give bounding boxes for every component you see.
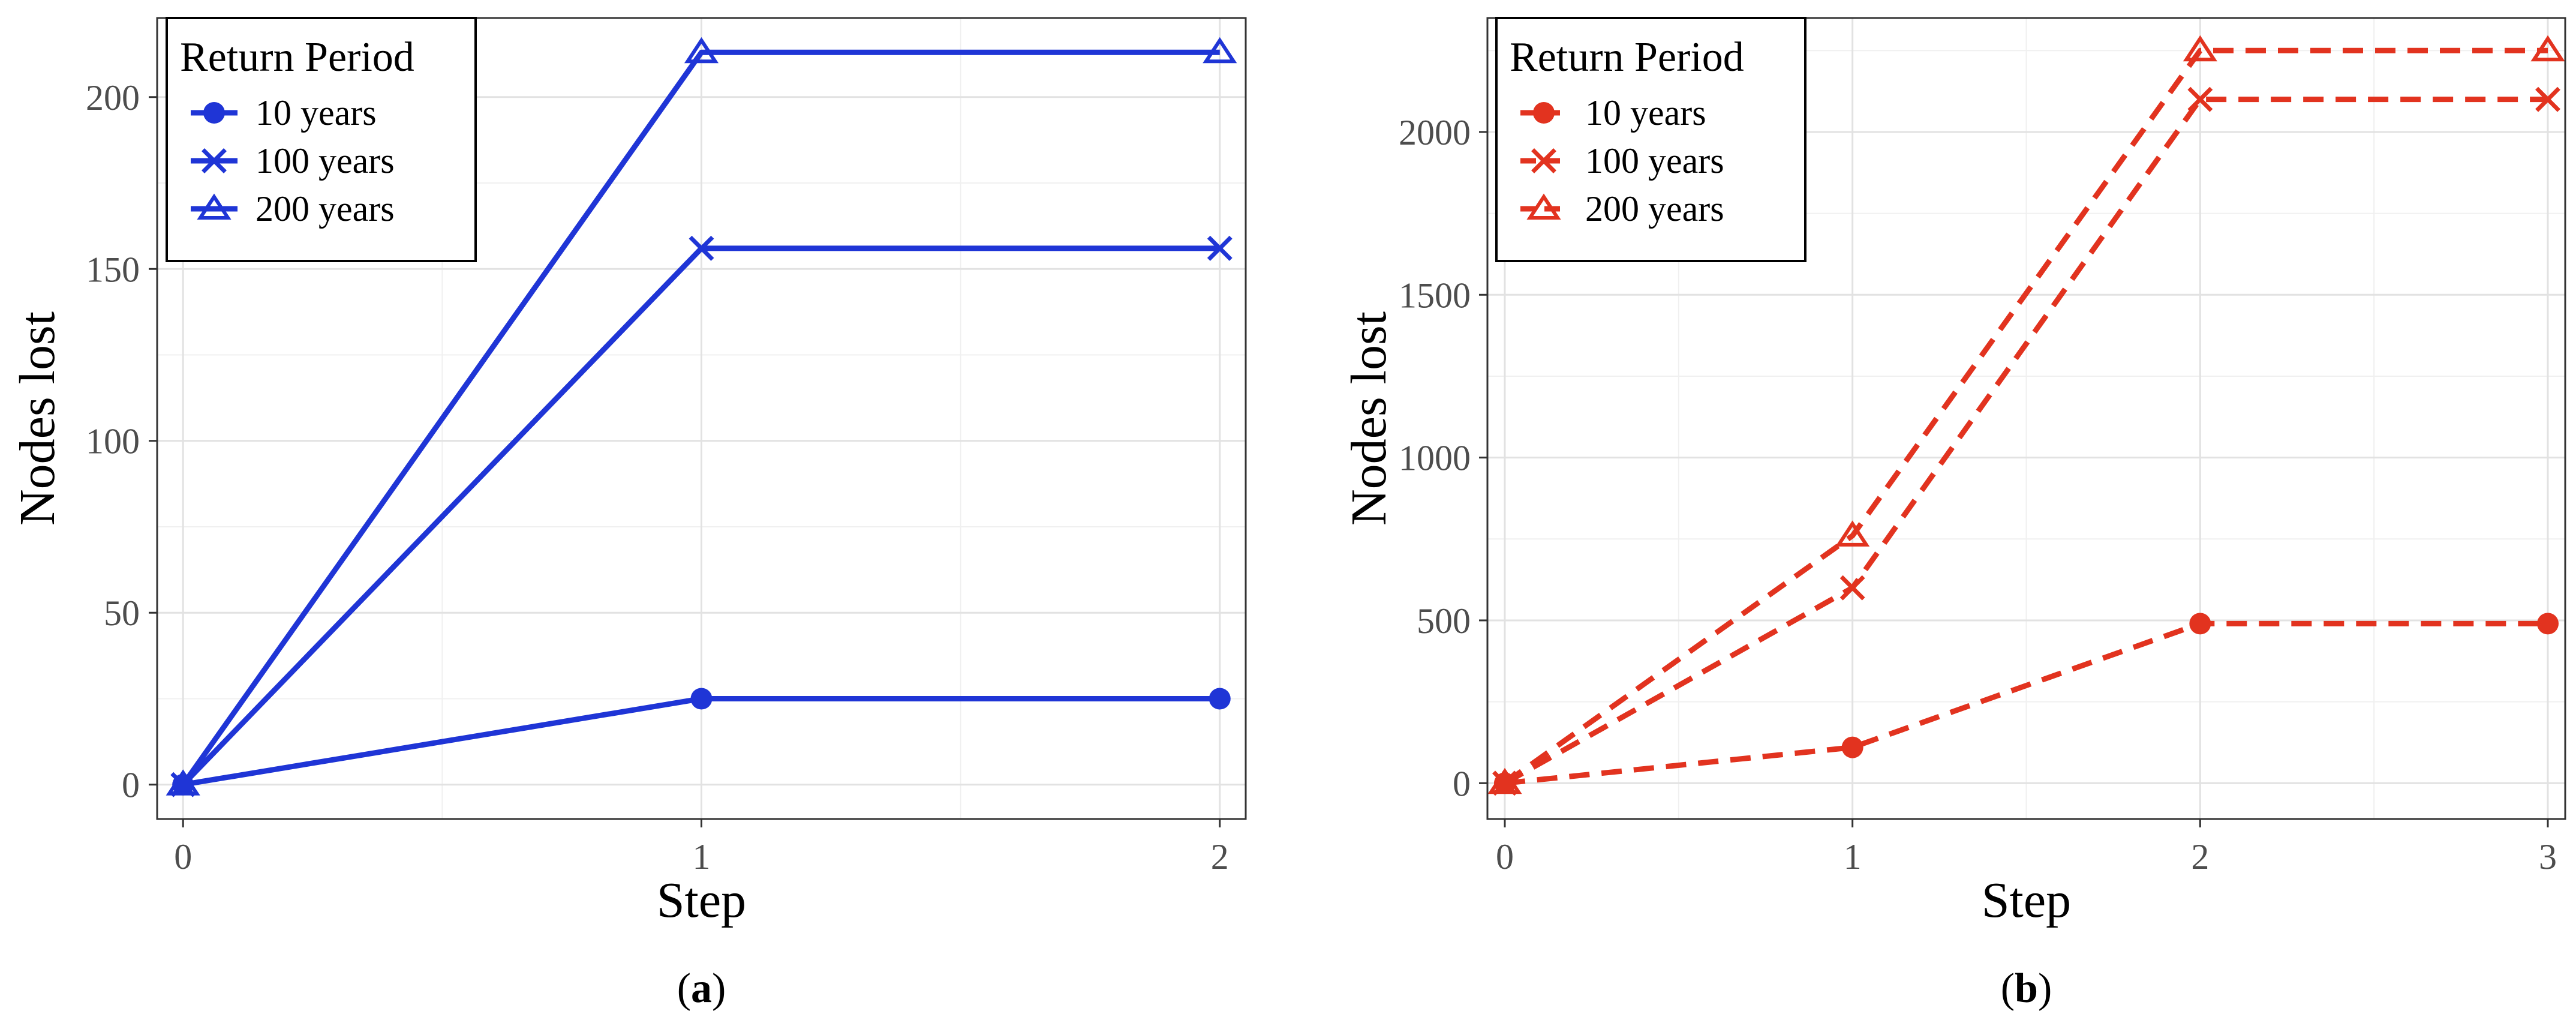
legend: Return Period 10 years 100 years 200 years [166, 17, 477, 262]
x-axis-title: Step [657, 872, 746, 928]
chart-panel-a: 0 1 2 0 50 100 150 200 Step Nodes lost Return Peri… [10, 17, 1247, 1012]
y-axis-title: Nodes lost [1341, 311, 1397, 526]
x-tick-label: 3 [2539, 837, 2557, 877]
legend-label-10-years: 10 years [1585, 93, 1706, 133]
major-grid [157, 18, 1246, 819]
chart-panel-b: 0 1 2 3 0 500 1000 1500 2000 Step Nodes lost Return… [1341, 17, 2566, 1012]
data-point-100-years-1 [1839, 575, 1865, 601]
x-tick-label: 0 [174, 837, 192, 877]
y-tick-label: 150 [86, 250, 140, 289]
series-line-200-years [181, 49, 1220, 787]
x-tick-label: 1 [1844, 837, 1862, 877]
legend-label-200-years: 200 years [1585, 189, 1724, 229]
data-point-10-years-key [1533, 102, 1555, 124]
legend: Return Period 10 years 100 years 200 years [1495, 17, 1806, 262]
x-tick-label: 0 [1496, 837, 1514, 877]
data-point-10-years-2 [2189, 613, 2211, 635]
x-tick-label: 1 [693, 837, 711, 877]
legend-label-200-years: 200 years [256, 189, 395, 229]
y-tick-label: 50 [104, 593, 140, 633]
data-point-200-years-1 [1835, 520, 1870, 547]
legend-title: Return Period [1510, 34, 1744, 80]
series-markers-100-years [170, 235, 1233, 797]
data-point-100-years-1 [689, 235, 714, 261]
panel-label-open: ( [2001, 965, 2015, 1012]
y-tick-label: 1000 [1399, 439, 1471, 478]
panel-label: (b) [2001, 965, 2052, 1012]
legend-label-10-years: 10 years [256, 93, 377, 133]
series-line-200-years [1503, 47, 2548, 785]
series-markers-200-years [166, 37, 1237, 796]
x-tick-label: 2 [1211, 837, 1229, 877]
data-point-200-years-1 [684, 37, 719, 64]
legend-box [166, 17, 477, 262]
data-point-100-years-2 [1207, 235, 1233, 261]
data-point-100-years-0 [170, 772, 196, 797]
series-line-100-years [1503, 97, 2548, 786]
series-markers-200-years [1487, 35, 2565, 794]
data-point-200-years-key [1526, 193, 1561, 220]
legend-label-100-years: 100 years [256, 141, 395, 181]
panel-label: (a) [677, 965, 726, 1012]
data-point-200-years-key [197, 193, 232, 220]
data-point-200-years-0 [1487, 767, 1522, 794]
data-point-10-years-1 [690, 688, 713, 710]
y-tick-label: 1500 [1399, 275, 1471, 315]
y-axis-title: Nodes lost [10, 311, 65, 526]
data-point-200-years-2 [2183, 35, 2217, 62]
data-point-100-years-key [202, 148, 227, 173]
data-point-200-years-2 [1203, 37, 1237, 64]
data-point-200-years-0 [166, 769, 200, 796]
y-tick-label: 200 [86, 78, 140, 118]
legend-label-100-years: 100 years [1585, 141, 1724, 181]
data-point-10-years-3 [2537, 613, 2559, 635]
panel-label-close: ) [712, 965, 726, 1012]
panel-label-letter: b [2015, 965, 2038, 1012]
legend-box [1495, 17, 1806, 262]
y-tick-label: 500 [1417, 601, 1471, 641]
legend-title: Return Period [180, 34, 414, 80]
data-point-200-years-3 [2530, 35, 2565, 62]
data-point-100-years-3 [2535, 86, 2560, 112]
y-tick-label: 0 [122, 766, 140, 805]
panel-label-letter: a [691, 965, 712, 1012]
y-tick-label: 2000 [1399, 113, 1471, 152]
panel-label-open: ( [677, 965, 691, 1012]
series-line-10-years [1504, 620, 2548, 786]
x-tick-label: 2 [2191, 837, 2209, 877]
series-markers-100-years [1492, 86, 2560, 796]
y-tick-label: 100 [86, 422, 140, 461]
data-point-10-years-key [203, 102, 225, 124]
data-point-10-years-2 [1209, 688, 1231, 710]
data-point-100-years-key [1531, 148, 1556, 173]
x-axis-title: Step [1982, 872, 2071, 928]
data-point-10-years-1 [1841, 736, 1863, 758]
y-tick-label: 0 [1453, 764, 1471, 803]
data-point-100-years-0 [1492, 770, 1517, 796]
data-point-100-years-2 [2187, 86, 2213, 112]
plot-border [1486, 17, 2566, 820]
panel-label-close: ) [2038, 965, 2052, 1012]
